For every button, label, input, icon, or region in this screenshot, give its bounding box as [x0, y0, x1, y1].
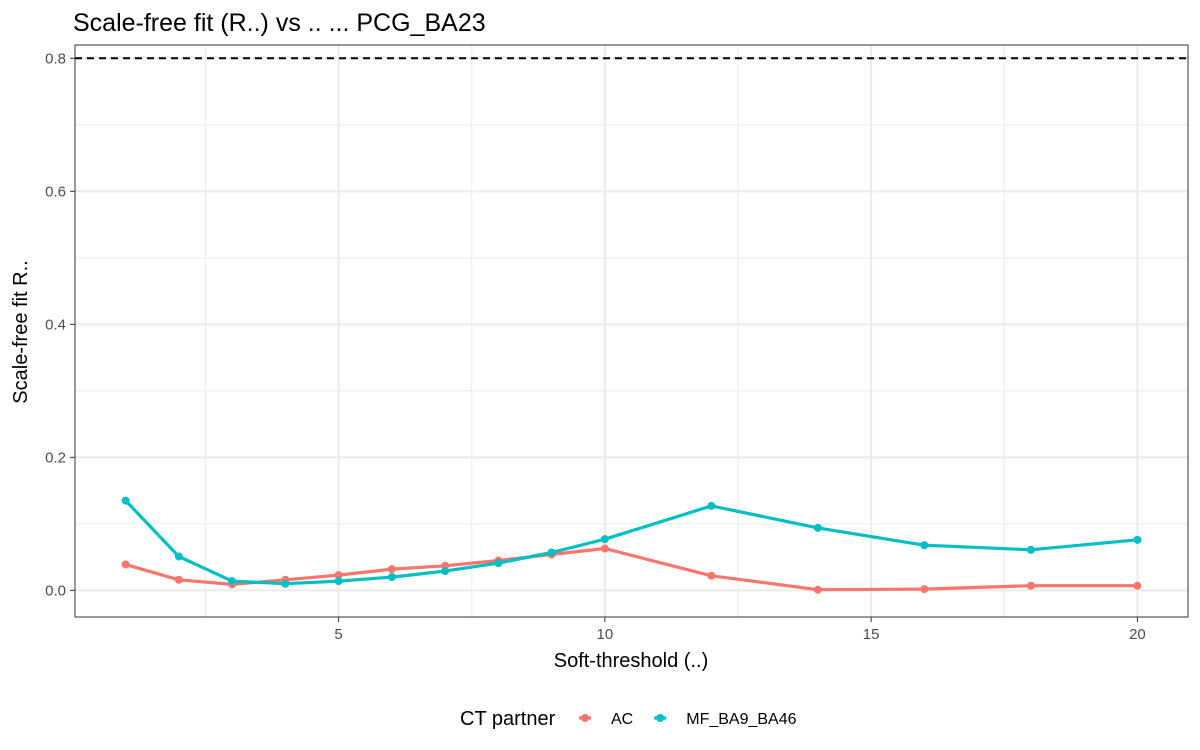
x-tick-label: 10: [597, 626, 614, 643]
y-tick-label: 0.4: [45, 316, 66, 333]
y-tick-label: 0.8: [45, 50, 66, 67]
series-line: [124, 499, 1139, 586]
legend: CT partner AC MF_BA9_BA46: [460, 708, 797, 730]
data-point: [387, 573, 396, 582]
y-axis-title: Scale-free fit R..: [10, 260, 32, 403]
data-point: [281, 579, 290, 588]
x-axis: 5 10 15 20: [334, 617, 1146, 643]
legend-item-1: MF_BA9_BA46: [654, 711, 797, 728]
data-point: [228, 577, 237, 586]
data-point: [121, 496, 130, 505]
data-point: [334, 577, 343, 586]
data-point: [1133, 581, 1142, 590]
legend-label: AC: [611, 711, 633, 728]
x-tick-label: 20: [1129, 626, 1146, 643]
panel-border: [74, 44, 1189, 618]
legend-title: CT partner: [460, 708, 556, 730]
x-axis-title: Soft-threshold (..): [554, 650, 709, 672]
data-point: [813, 585, 822, 594]
minor-gridlines: [75, 45, 1188, 617]
y-tick-label: 0.2: [45, 449, 66, 466]
data-point: [707, 501, 716, 510]
data-point: [1026, 545, 1035, 554]
data-point: [600, 535, 609, 544]
legend-key-point: [581, 714, 589, 722]
series-1: [121, 496, 1142, 588]
data-point: [334, 571, 343, 580]
y-tick-label: 0.0: [45, 582, 66, 599]
legend-key-point: [656, 714, 665, 722]
data-point: [1133, 535, 1142, 544]
data-point: [174, 575, 183, 584]
data-point: [920, 585, 929, 594]
y-tick-label: 0.6: [45, 183, 66, 200]
data-point: [600, 544, 609, 553]
data-point: [121, 560, 130, 569]
x-tick-label: 15: [863, 626, 880, 643]
chart-title: Scale-free fit (R..) vs .. ... PCG_BA23: [73, 9, 486, 37]
data-point: [387, 565, 396, 574]
series-0: [121, 544, 1142, 594]
data-point: [174, 552, 183, 561]
data-point: [920, 541, 929, 550]
data-point: [1026, 581, 1035, 590]
y-axis: 0.0 0.2 0.4 0.6 0.8: [45, 50, 75, 599]
data-point: [494, 559, 503, 568]
legend-item-0: AC: [579, 711, 633, 728]
data-point: [441, 567, 450, 576]
x-tick-label: 5: [334, 626, 342, 643]
legend-label: MF_BA9_BA46: [686, 711, 796, 728]
data-point: [707, 571, 716, 580]
data-point: [547, 548, 556, 557]
data-point: [813, 523, 822, 532]
series-layer: [121, 496, 1142, 594]
